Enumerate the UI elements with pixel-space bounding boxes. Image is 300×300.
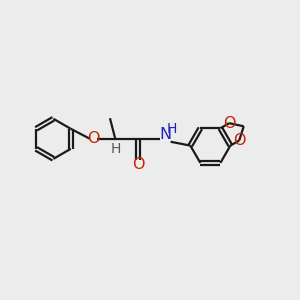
Text: O: O [233, 133, 245, 148]
Text: O: O [223, 116, 236, 131]
Text: O: O [87, 131, 100, 146]
Text: H: H [167, 122, 177, 136]
Text: O: O [132, 157, 145, 172]
Text: H: H [111, 142, 121, 156]
Text: N: N [159, 127, 171, 142]
